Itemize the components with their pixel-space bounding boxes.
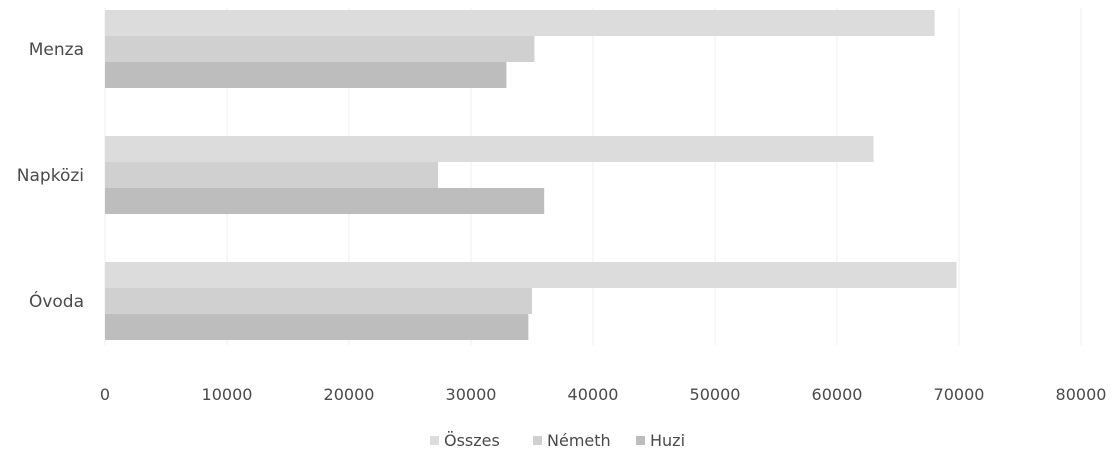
bar-menza-1: [105, 10, 935, 36]
bar-napközi-2: [105, 162, 439, 188]
category-label: Óvoda: [29, 290, 84, 312]
bar-menza-2: [105, 36, 535, 62]
bar-óvoda-3: [105, 314, 529, 340]
x-tick-label: 50000: [690, 385, 741, 404]
legend-swatch: [636, 436, 645, 445]
bar-napközi-1: [105, 136, 874, 162]
category-labels: Menza Napközi Óvoda: [17, 40, 84, 312]
legend-label: Összes: [444, 431, 500, 450]
legend-swatch: [430, 436, 439, 445]
bars: [105, 10, 957, 340]
x-tick-label: 80000: [1056, 385, 1107, 404]
x-tick-label: 20000: [324, 385, 375, 404]
x-tick-label: 10000: [202, 385, 253, 404]
category-label: Napközi: [17, 166, 84, 186]
x-tick-label: 70000: [934, 385, 985, 404]
category-label: Menza: [29, 40, 84, 60]
legend: Összes Németh Huzi: [430, 431, 685, 450]
legend-label: Németh: [547, 431, 611, 450]
x-axis-ticks: 0 10000 20000 30000 40000 50000 60000 70000 8000…: [100, 385, 1107, 404]
legend-swatch: [533, 436, 542, 445]
bar-óvoda-1: [105, 262, 957, 288]
bar-menza-3: [105, 62, 507, 88]
x-tick-label: 30000: [446, 385, 497, 404]
x-tick-label: 0: [100, 385, 110, 404]
x-tick-label: 60000: [812, 385, 863, 404]
bar-napközi-3: [105, 188, 545, 214]
x-tick-label: 40000: [568, 385, 619, 404]
legend-label: Huzi: [650, 431, 685, 450]
bar-óvoda-2: [105, 288, 532, 314]
